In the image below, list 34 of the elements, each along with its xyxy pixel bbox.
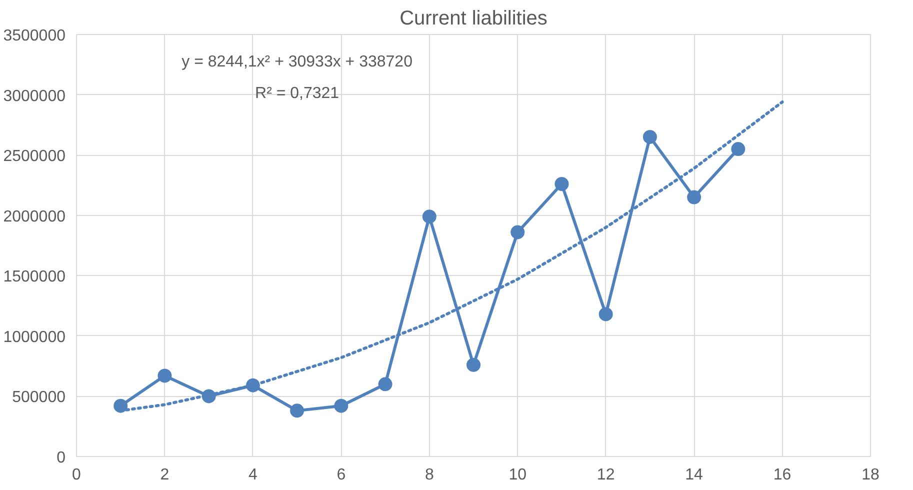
y-tick-label: 2000000 bbox=[3, 208, 66, 226]
point bbox=[466, 358, 480, 372]
x-tick-label: 12 bbox=[596, 466, 615, 484]
point bbox=[422, 210, 436, 224]
y-tick-label: 500000 bbox=[12, 389, 66, 406]
chart-title: Current liabilities bbox=[400, 8, 548, 30]
y-tick-label: 3000000 bbox=[3, 88, 66, 105]
point bbox=[510, 225, 525, 240]
x-tick-label: 8 bbox=[424, 466, 434, 484]
y-tick-label: 1000000 bbox=[3, 328, 66, 346]
y-tick-label: 2500000 bbox=[3, 148, 66, 166]
x-tick-label: 6 bbox=[336, 466, 346, 484]
annotation: R² = 0,7321 bbox=[255, 85, 340, 102]
x-tick-label: 10 bbox=[508, 466, 527, 484]
point bbox=[642, 130, 657, 144]
x-tick-label: 0 bbox=[72, 466, 82, 484]
x-tick-label: 2 bbox=[160, 466, 170, 484]
x-tick-label: 16 bbox=[773, 466, 792, 484]
point bbox=[334, 398, 348, 413]
point bbox=[114, 398, 128, 413]
annotation: y = 8244,1x² + 30933x + 338720 bbox=[182, 54, 413, 71]
x-tick-label: 4 bbox=[248, 466, 258, 484]
point bbox=[598, 307, 613, 322]
point bbox=[687, 190, 702, 204]
x-tick-label: 18 bbox=[862, 466, 880, 484]
point bbox=[378, 377, 392, 392]
point bbox=[554, 177, 569, 191]
y-tick-label: 3500000 bbox=[3, 28, 66, 44]
y-tick-label: 1500000 bbox=[3, 268, 66, 286]
point bbox=[158, 368, 172, 383]
point bbox=[290, 404, 304, 418]
point bbox=[731, 142, 746, 156]
y-tick-label: 0 bbox=[56, 450, 66, 466]
x-tick-label: 14 bbox=[685, 466, 704, 484]
